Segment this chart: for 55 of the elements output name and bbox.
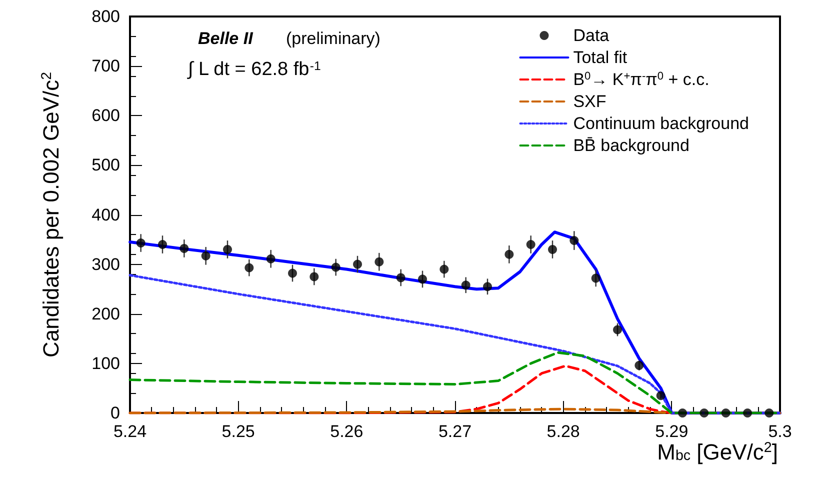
point [483,282,492,292]
point [331,262,340,272]
point [678,408,687,418]
legend-label: Continuum background [573,114,750,133]
y-tick-label: 300 [92,254,120,274]
y-tick-label: 700 [92,56,120,76]
point [591,274,600,283]
y-tick-label: 0 [110,404,120,422]
point [700,408,709,418]
point [201,251,210,260]
x-tick-label: 5.27 [438,422,472,441]
y-tick-label: 100 [92,354,120,373]
point [721,408,730,418]
point [374,257,384,266]
point [136,238,146,248]
x-tick-label: 5.24 [113,422,147,441]
y-tick-label: 800 [92,7,120,26]
point [440,264,449,274]
y-tick-label: 400 [92,205,120,224]
point [244,263,254,272]
x-tick-label: 5.29 [655,422,688,441]
point [396,273,406,282]
legend-label: BB̄ background [573,136,690,155]
x-tick-label: 5.28 [546,422,580,441]
point [310,272,319,282]
point [180,244,189,253]
point [504,250,514,259]
point [266,254,276,264]
point [613,325,622,334]
point [743,408,752,418]
point [764,408,774,418]
line-series [128,274,782,414]
point [461,280,470,290]
point [288,268,297,278]
y-axis-title: Candidates per 0.002 GeV/c2 [38,72,64,358]
point [570,236,579,246]
point [656,391,666,400]
point [526,240,536,249]
point [548,244,557,254]
y-tick-label: 200 [92,304,120,324]
point [158,240,167,249]
point [634,360,644,370]
point [353,260,362,269]
x-tick-label: 5.26 [330,422,364,441]
legend-label: SXF [573,92,606,111]
point [418,274,427,284]
x-tick-label: 5.25 [222,422,255,441]
y-tick-label: 500 [92,156,120,175]
point [223,244,232,254]
x-tick-label: 5.3 [768,422,792,441]
annotation: (preliminary) [286,29,380,48]
legend-label: Data [573,26,610,45]
legend-label: Total fit [573,48,628,67]
y-tick-label: 600 [92,106,120,126]
annotation: Belle II [198,29,254,48]
